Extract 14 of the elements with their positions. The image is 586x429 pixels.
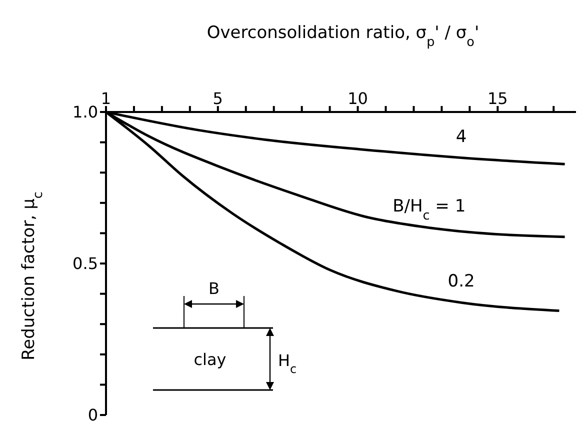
annotation: H$_{c}$ [278, 351, 297, 376]
y-tick-label: 0.5 [72, 254, 98, 274]
y-tick-label: 0 [88, 406, 98, 425]
x-tick-label: 5 [212, 89, 223, 108]
x-tick-label: 15 [487, 89, 508, 108]
series-label: 0.2 [448, 272, 475, 292]
y-tick-label: 1.0 [72, 102, 98, 122]
annotation: B [208, 279, 220, 298]
x-tick-label: 1 [100, 89, 112, 108]
series-label: 4 [456, 126, 467, 147]
annotation: clay [194, 350, 226, 369]
x-axis-title: Overconsolidation ratio, σ$_{p}$' / σ$_{o}$' [206, 23, 480, 50]
x-tick-label: 10 [348, 89, 368, 108]
series-label: B/H$_{c}$ = 1 [392, 196, 466, 224]
